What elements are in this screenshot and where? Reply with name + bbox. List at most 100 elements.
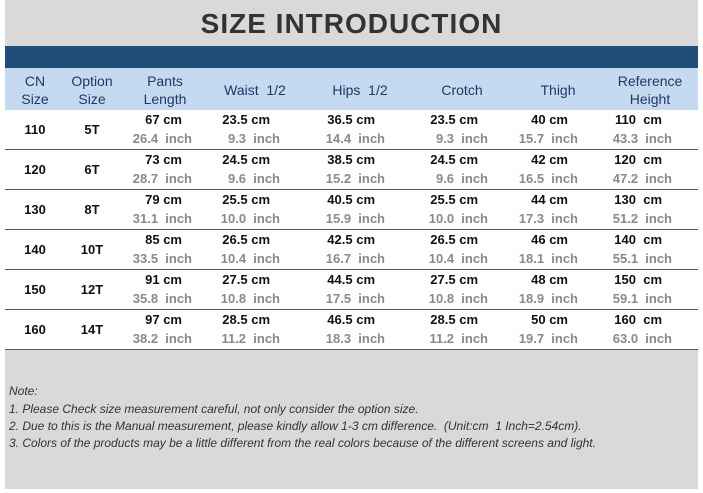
inch-value: 14.4 inch [325,131,385,146]
inch-value: 59.1 inch [612,291,672,306]
cm-value: 42 cm [531,152,568,167]
cm-value: 67 cm [145,112,182,127]
column-header: Size [78,91,106,107]
inch-value: 18.3 inch [325,331,385,346]
cm-value: 40 cm [531,112,568,127]
cm-value: 25.5 cm [222,192,270,207]
option-size: 10T [80,242,104,257]
cm-value: 44 cm [531,192,568,207]
inch-value: 10.4 inch [220,251,280,266]
row-line [5,269,698,270]
column-header: Length [143,91,187,107]
inch-value: 63.0 inch [612,331,672,346]
inch-value: 17.5 inch [325,291,385,306]
note-line: 3. Colors of the products may be a littl… [9,436,596,450]
cm-value: 25.5 cm [430,192,478,207]
inch-value: 28.7 inch [132,171,192,186]
title: SIZE INTRODUCTION [200,8,503,39]
option-size: 6T [84,162,100,177]
inch-value: 17.3 inch [518,211,578,226]
cm-value: 85 cm [145,232,182,247]
inch-value: 18.1 inch [518,251,578,266]
column-header: Reference [617,73,683,89]
cm-value: 130 cm [614,192,662,207]
inch-value: 31.1 inch [132,211,192,226]
column-header: Height [629,91,671,107]
inch-value: 26.4 inch [132,131,192,146]
option-size: 14T [80,322,104,337]
note-heading: Note: [9,384,38,398]
cm-value: 38.5 cm [327,152,375,167]
option-size: 8T [84,202,100,217]
column-header: Hips 1/2 [332,82,388,98]
column-header: Crotch [441,82,483,98]
inch-value: 35.8 inch [132,291,192,306]
cm-value: 26.5 cm [430,232,478,247]
column-header: CN [24,73,46,89]
size: 120 [24,162,46,177]
cm-value: 40.5 cm [327,192,375,207]
size: 160 [24,322,46,337]
cm-value: 160 cm [614,312,662,327]
option-size: 5T [84,122,100,137]
inch-value: 10.8 inch [428,291,488,306]
cm-value: 28.5 cm [222,312,270,327]
cm-value: 150 cm [614,272,662,287]
cm-value: 97 cm [145,312,182,327]
inch-value: 10.8 inch [220,291,280,306]
inch-value: 15.2 inch [325,171,385,186]
inch-value: 38.2 inch [132,331,192,346]
inch-value: 47.2 inch [612,171,672,186]
cm-value: 73 cm [145,152,182,167]
size: 130 [24,202,46,217]
cm-value: 91 cm [145,272,182,287]
inch-value: 9.3 inch [227,131,280,146]
cm-value: 48 cm [531,272,568,287]
column-header: Thigh [540,82,576,98]
inch-value: 19.7 inch [518,331,578,346]
cm-value: 24.5 cm [222,152,270,167]
cm-value: 24.5 cm [430,152,478,167]
cm-value: 46.5 cm [327,312,375,327]
column-header: Pants [147,73,183,89]
note-line: 1. Please Check size measurement careful… [9,402,419,416]
cm-value: 79 cm [145,192,182,207]
cm-value: 23.5 cm [222,112,270,127]
inch-value: 10.0 inch [428,211,488,226]
inch-value: 16.5 inch [518,171,578,186]
notes-area [5,349,698,489]
size: 140 [24,242,46,257]
inch-value: 11.2 inch [429,331,488,346]
inch-value: 15.9 inch [325,211,385,226]
cm-value: 36.5 cm [327,112,375,127]
cm-value: 140 cm [614,232,662,247]
cm-value: 27.5 cm [430,272,478,287]
column-header: Waist 1/2 [224,82,286,98]
cm-value: 50 cm [531,312,568,327]
row-line [5,189,698,190]
size: 150 [24,282,46,297]
inch-value: 9.6 inch [435,171,488,186]
row-line [5,149,698,150]
inch-value: 10.4 inch [428,251,488,266]
cm-value: 120 cm [614,152,662,167]
cm-value: 26.5 cm [222,232,270,247]
row-line [5,349,698,350]
note-line: 2. Due to this is the Manual measurement… [9,419,582,433]
cm-value: 28.5 cm [430,312,478,327]
cm-value: 46 cm [531,232,568,247]
size: 110 [24,122,46,137]
column-header: Size [21,91,49,107]
title-bar [5,0,698,46]
inch-value: 43.3 inch [612,131,672,146]
row-line [5,229,698,230]
inch-value: 9.6 inch [227,171,280,186]
inch-value: 18.9 inch [518,291,578,306]
cm-value: 23.5 cm [430,112,478,127]
inch-value: 11.2 inch [221,331,280,346]
blue-band [5,46,698,68]
inch-value: 51.2 inch [612,211,672,226]
inch-value: 15.7 inch [518,131,578,146]
cm-value: 42.5 cm [327,232,375,247]
